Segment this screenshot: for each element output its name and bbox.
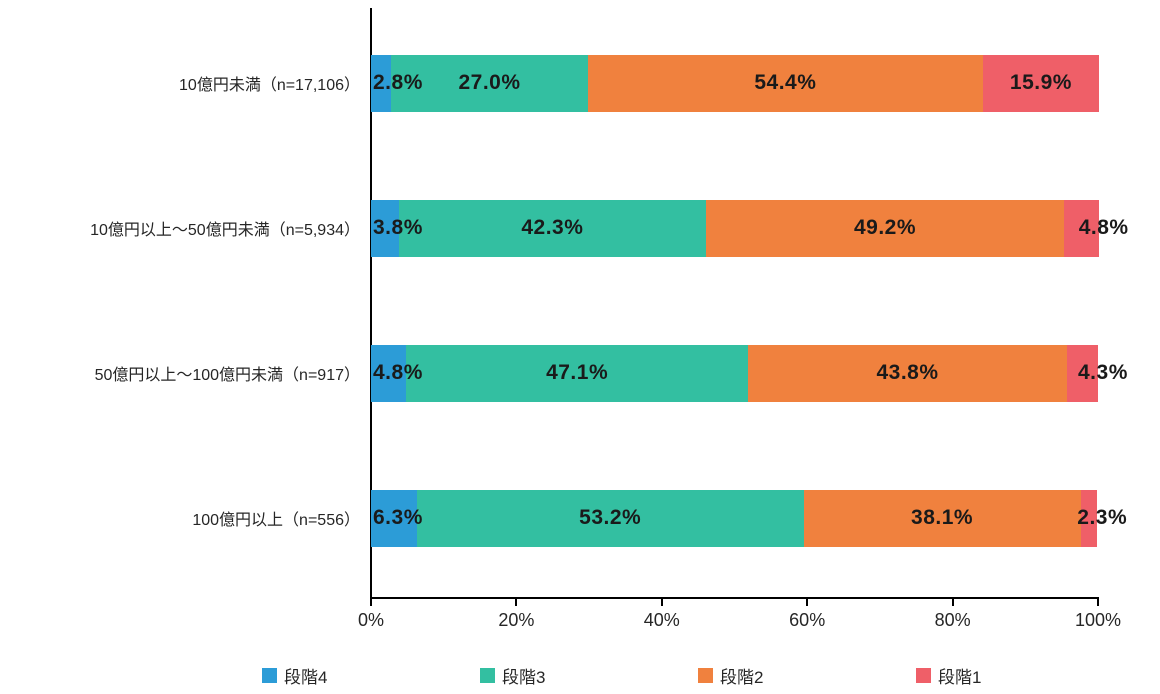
legend-label: 段階1 [938,668,982,687]
bar-segment-段階3 [416,489,804,547]
segment-value-label: 15.9% [1009,71,1072,94]
bar-segment-段階2 [706,199,1064,257]
legend-label: 段階2 [720,668,764,687]
segment-value-label: 4.8% [373,361,423,384]
segment-value-label: 2.8% [373,71,423,94]
bar-segment-段階3 [391,54,588,112]
segment-value-label: 2.3% [1077,506,1128,529]
legend-label: 段階4 [284,668,328,687]
bar-segment-段階2 [587,54,984,112]
x-axis-tick-label: 20% [498,610,535,630]
x-axis-tick-label: 40% [643,610,680,630]
segment-value-label: 49.2% [853,216,917,239]
bar-segment-段階4 [371,344,406,402]
segment-value-label: 4.8% [1078,216,1129,239]
bar-segment-段階2 [748,344,1067,402]
segment-value-label: 53.2% [579,506,642,529]
x-axis-tick-label: 60% [789,610,826,630]
bar-segment-段階2 [803,489,1081,547]
segment-value-label: 4.3% [1078,361,1128,384]
legend-swatch-icon [262,668,277,683]
legend-item-段階1: 段階1 [916,663,981,688]
x-axis-tick [370,597,372,606]
legend-swatch-icon [698,668,713,683]
category-label: 50億円以上～100億円未満（n=917） [94,367,360,384]
bar-row: 6.3% 53.2% 38.1% 2.3% [371,489,1127,547]
legend-item-段階4: 段階4 [262,663,327,688]
legend-swatch-icon [916,668,931,683]
category-label: 10億円以上～50億円未満（n=5,934） [90,222,360,239]
category-label: 10億円未満（n=17,106） [179,77,360,94]
x-axis-tick [515,597,518,606]
x-axis-tick-label: 0% [357,610,385,630]
bar-row: 3.8% 42.3% 49.2% 4.8% [371,199,1128,257]
category-label: 100億円以上（n=556） [192,512,360,529]
legend-item-段階2: 段階2 [698,663,763,688]
bar-segment-段階1 [1066,344,1098,402]
legend-item-段階3: 段階3 [480,663,545,688]
x-axis-tick [806,597,809,606]
bar-segment-段階3 [398,199,707,257]
x-axis-tick [660,597,663,606]
x-axis-tick [1097,597,1099,606]
x-axis-line [370,597,1099,599]
y-axis-line [370,8,372,597]
legend-label: 段階3 [502,668,546,687]
segment-value-label: 42.3% [521,216,584,239]
bar-segment-段階4 [371,54,392,112]
legend: 段階4 段階3 段階2 段階1 [0,663,1160,694]
segment-value-label: 27.0% [458,71,521,94]
bar-segment-段階1 [1063,199,1099,257]
segment-value-label: 6.3% [373,506,423,529]
segment-value-label: 43.8% [876,361,939,384]
x-axis-tick [951,597,954,606]
x-axis-tick-label: 80% [934,610,971,630]
segment-value-label: 3.8% [373,216,423,239]
bar-segment-段階4 [371,489,417,547]
segment-value-label: 47.1% [546,361,609,384]
bar-segment-段階1 [983,54,1099,112]
bar-row: 4.8% 47.1% 43.8% 4.3% [371,344,1127,402]
bar-segment-段階1 [1080,489,1098,547]
bar-row: 2.8% 27.0% 54.4% 15.9% [371,54,1099,112]
segment-value-label: 38.1% [911,506,974,529]
x-axis-tick-label: 100% [1074,610,1122,630]
bar-segment-段階4 [371,199,399,257]
bar-segment-段階3 [405,344,749,402]
legend-swatch-icon [480,668,495,683]
segment-value-label: 54.4% [754,71,817,94]
